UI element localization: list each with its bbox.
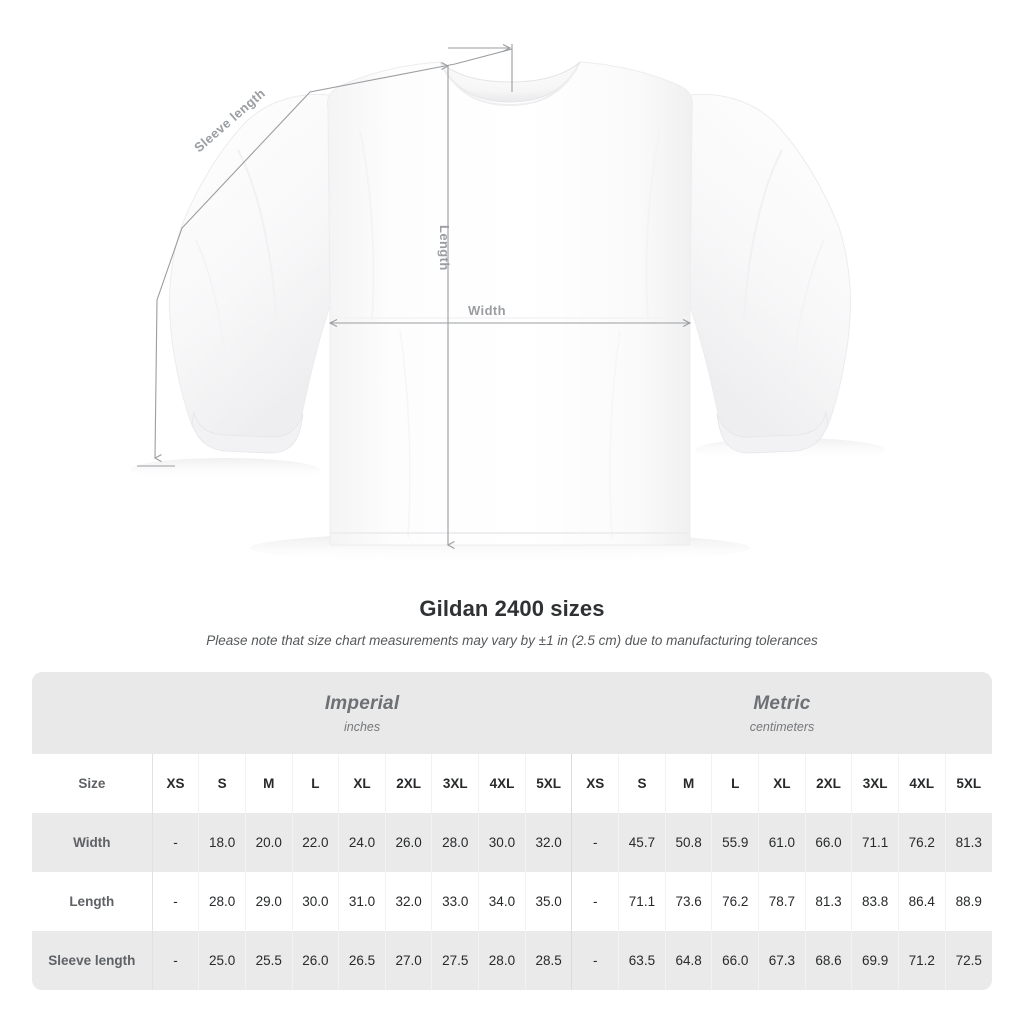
table-row: Width -18.0 20.0 22.0 24.0 26.0 28.0 30.0 32.0-4… xyxy=(32,813,992,872)
column-header-imperial-s: S xyxy=(198,754,246,813)
cell-sleeve-length-metric-xl: 67.3 xyxy=(758,931,806,990)
cell-sleeve-length-imperial-l: 26.0 xyxy=(291,931,339,990)
table-row: Length -28.0 29.0 30.0 31.0 32.0 33.0 34.0 35.0-… xyxy=(32,872,992,931)
title-block: Gildan 2400 sizes Please note that size … xyxy=(0,596,1024,648)
cell-width-imperial-s: 18.0 xyxy=(198,813,246,872)
cell-length-imperial-l: 30.0 xyxy=(291,872,339,931)
cell-width-metric-xs: - xyxy=(571,813,619,872)
cell-length-metric-2xl: 81.3 xyxy=(804,872,852,931)
column-header-metric-l: L xyxy=(711,754,759,813)
cell-sleeve-length-metric-3xl: 69.9 xyxy=(851,931,899,990)
cell-sleeve-length-imperial-3xl: 27.5 xyxy=(431,931,479,990)
cell-length-imperial-3xl: 33.0 xyxy=(431,872,479,931)
cell-sleeve-length-metric-l: 66.0 xyxy=(711,931,759,990)
cell-width-metric-4xl: 76.2 xyxy=(897,813,946,872)
cell-width-imperial-2xl: 26.0 xyxy=(384,813,432,872)
column-header-imperial-5xl: 5XL xyxy=(524,754,572,813)
tolerance-note: Please note that size chart measurements… xyxy=(206,633,818,648)
cell-length-metric-3xl: 83.8 xyxy=(851,872,899,931)
cell-width-imperial-xl: 24.0 xyxy=(338,813,386,872)
size-header-label: Size xyxy=(32,754,153,813)
cell-length-imperial-4xl: 34.0 xyxy=(478,872,526,931)
cell-length-imperial-s: 28.0 xyxy=(198,872,246,931)
imperial-name: Imperial xyxy=(324,692,400,714)
column-header-imperial-xs: XS xyxy=(151,754,199,813)
cell-width-imperial-xs: - xyxy=(151,813,199,872)
cell-sleeve-length-imperial-xs: - xyxy=(151,931,199,990)
row-label-length: Length xyxy=(32,872,153,931)
unit-band-spacer xyxy=(32,672,153,754)
cell-length-metric-4xl: 86.4 xyxy=(897,872,946,931)
column-header-imperial-2xl: 2XL xyxy=(384,754,432,813)
cell-sleeve-length-metric-xs: - xyxy=(571,931,619,990)
cell-length-imperial-xl: 31.0 xyxy=(338,872,386,931)
cell-width-metric-5xl: 81.3 xyxy=(944,813,992,872)
unit-band-row: Imperial inches Metric centimeters xyxy=(32,672,992,754)
cell-width-imperial-3xl: 28.0 xyxy=(431,813,479,872)
cell-length-metric-xl: 78.7 xyxy=(758,872,806,931)
column-header-metric-5xl: 5XL xyxy=(944,754,992,813)
width-label: Width xyxy=(468,303,506,318)
cell-sleeve-length-metric-m: 64.8 xyxy=(664,931,712,990)
cell-length-metric-5xl: 88.9 xyxy=(944,872,992,931)
column-header-metric-3xl: 3XL xyxy=(851,754,899,813)
row-label-width: Width xyxy=(32,813,153,872)
cell-width-imperial-4xl: 30.0 xyxy=(478,813,526,872)
column-header-metric-xs: XS xyxy=(571,754,619,813)
cell-length-metric-s: 71.1 xyxy=(618,872,666,931)
cell-length-metric-m: 73.6 xyxy=(664,872,712,931)
cell-sleeve-length-imperial-s: 25.0 xyxy=(198,931,246,990)
cell-length-metric-l: 76.2 xyxy=(711,872,759,931)
column-header-imperial-3xl: 3XL xyxy=(431,754,479,813)
cell-sleeve-length-imperial-m: 25.5 xyxy=(244,931,293,990)
column-header-metric-2xl: 2XL xyxy=(804,754,852,813)
table-row: Sleeve length -25.0 25.5 26.0 26.5 27.0 27.5 28… xyxy=(32,931,992,990)
garment-illustration: Sleeve length Length Width xyxy=(130,44,885,564)
cell-length-metric-xs: - xyxy=(571,872,619,931)
cell-sleeve-length-metric-4xl: 71.2 xyxy=(897,931,946,990)
metric-name: Metric xyxy=(753,692,811,714)
cell-sleeve-length-metric-s: 63.5 xyxy=(618,931,666,990)
cell-length-imperial-xs: - xyxy=(151,872,199,931)
cell-width-imperial-l: 22.0 xyxy=(291,813,339,872)
cell-sleeve-length-metric-5xl: 72.5 xyxy=(944,931,992,990)
metric-sub: centimeters xyxy=(749,719,815,734)
column-header-metric-xl: XL xyxy=(758,754,806,813)
cell-length-imperial-m: 29.0 xyxy=(244,872,293,931)
cell-width-imperial-m: 20.0 xyxy=(244,813,293,872)
cell-sleeve-length-imperial-4xl: 28.0 xyxy=(478,931,526,990)
column-header-metric-4xl: 4XL xyxy=(897,754,946,813)
cell-width-metric-2xl: 66.0 xyxy=(804,813,852,872)
column-header-imperial-m: M xyxy=(244,754,293,813)
imperial-sub: inches xyxy=(343,719,381,734)
cell-sleeve-length-metric-2xl: 68.6 xyxy=(804,931,852,990)
size-chart-table: Imperial inches Metric centimeters Size X… xyxy=(32,672,992,990)
cell-width-metric-s: 45.7 xyxy=(618,813,666,872)
page-title: Gildan 2400 sizes xyxy=(419,596,605,621)
column-header-metric-s: S xyxy=(618,754,666,813)
cell-sleeve-length-imperial-2xl: 27.0 xyxy=(384,931,432,990)
cell-sleeve-length-imperial-xl: 26.5 xyxy=(338,931,386,990)
cell-width-metric-m: 50.8 xyxy=(664,813,712,872)
cell-width-metric-3xl: 71.1 xyxy=(851,813,899,872)
long-sleeve-shirt-graphic xyxy=(130,44,885,564)
cell-length-imperial-2xl: 32.0 xyxy=(384,872,432,931)
unit-band-imperial: Imperial inches xyxy=(152,672,572,754)
column-header-imperial-4xl: 4XL xyxy=(478,754,526,813)
size-header-row: Size XS S M L XL 2XL 3XL 4XL 5XL XS S M L XL 2XL 3XL 4XL 5… xyxy=(32,754,992,813)
length-label: Length xyxy=(437,225,452,271)
cell-length-imperial-5xl: 35.0 xyxy=(524,872,572,931)
cell-width-metric-xl: 61.0 xyxy=(758,813,806,872)
cell-width-imperial-5xl: 32.0 xyxy=(524,813,572,872)
column-header-metric-m: M xyxy=(664,754,712,813)
cell-sleeve-length-imperial-5xl: 28.5 xyxy=(524,931,572,990)
row-label-sleeve-length: Sleeve length xyxy=(32,931,153,990)
column-header-imperial-xl: XL xyxy=(338,754,386,813)
cell-width-metric-l: 55.9 xyxy=(711,813,759,872)
column-header-imperial-l: L xyxy=(291,754,339,813)
sleeve-length-dimension xyxy=(137,44,513,467)
unit-band-metric: Metric centimeters xyxy=(571,672,992,754)
